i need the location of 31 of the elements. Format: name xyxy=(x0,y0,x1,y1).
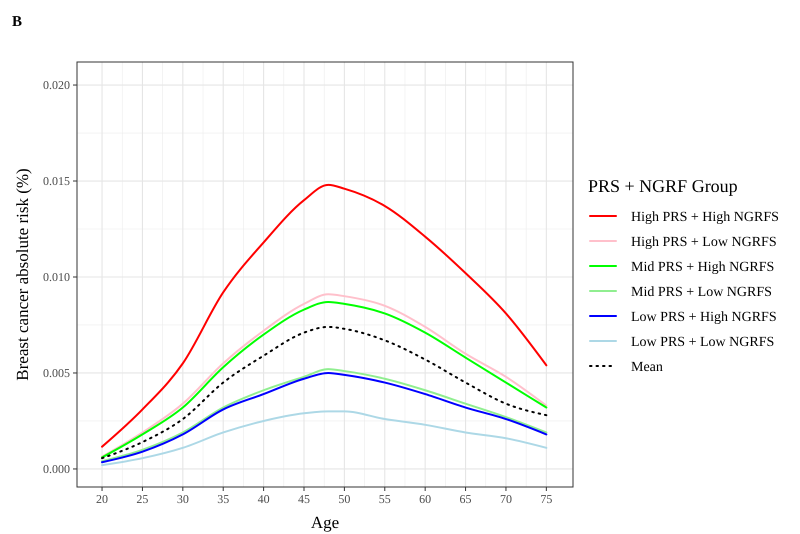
y-tick-label: 0.000 xyxy=(43,462,70,476)
x-tick-label: 60 xyxy=(419,492,432,506)
line-series xyxy=(101,326,548,460)
x-tick-label: 45 xyxy=(298,492,310,506)
y-tick-label: 0.005 xyxy=(43,366,70,380)
line-series xyxy=(101,410,548,466)
legend-label: High PRS + Low NGRFS xyxy=(631,235,777,250)
x-tick-label: 25 xyxy=(136,492,148,506)
x-tick-label: 30 xyxy=(176,492,189,506)
x-tick-label: 55 xyxy=(378,492,391,506)
y-axis-title: Breast cancer absolute risk (%) xyxy=(13,168,32,381)
x-tick-label: 40 xyxy=(258,492,270,506)
y-tick-label: 0.015 xyxy=(43,174,70,188)
legend-label: Low PRS + Low NGRFS xyxy=(631,335,774,350)
legend-label: Mid PRS + Low NGRFS xyxy=(631,285,772,300)
x-tick-label: 20 xyxy=(96,492,108,506)
x-axis-title: Age xyxy=(310,513,340,532)
y-tick-label: 0.020 xyxy=(43,78,70,92)
legend-label: Low PRS + High NGRFS xyxy=(631,310,777,325)
chart-title: B xyxy=(12,14,22,30)
x-tick-label: 35 xyxy=(217,492,230,506)
line-series xyxy=(101,184,548,448)
legend-label: High PRS + High NGRFS xyxy=(631,210,779,225)
legend-label: Mean xyxy=(631,360,663,375)
x-tick-label: 75 xyxy=(540,492,552,506)
y-tick-label: 0.010 xyxy=(43,270,70,284)
x-tick-label: 50 xyxy=(338,492,350,506)
x-tick-label: 65 xyxy=(460,492,472,506)
legend-label: Mid PRS + High NGRFS xyxy=(631,260,774,275)
legend-title: PRS + NGRF Group xyxy=(588,176,738,196)
x-tick-label: 70 xyxy=(500,492,512,506)
